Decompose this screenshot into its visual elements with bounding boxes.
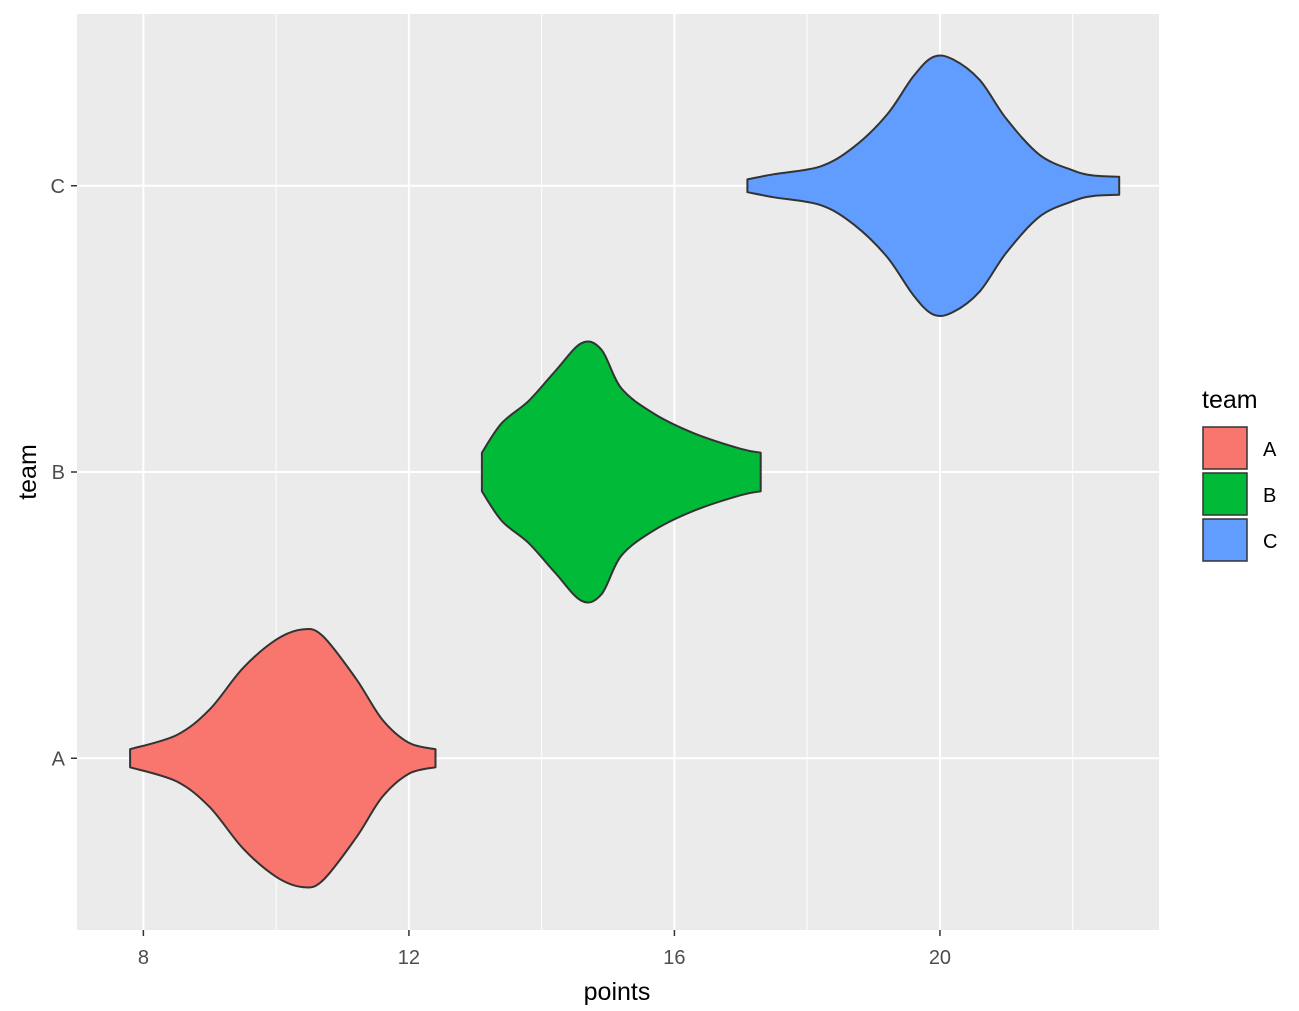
- axes: 8 12 16 20 A B C: [51, 176, 952, 969]
- y-tick-label: C: [51, 176, 65, 198]
- legend-label-c: C: [1263, 531, 1277, 553]
- violins: [129, 54, 1121, 889]
- x-tick-label: 8: [138, 947, 149, 969]
- legend-label-b: B: [1263, 485, 1276, 507]
- violin-b: [480, 340, 762, 604]
- x-axis-title: points: [584, 978, 651, 1006]
- y-tick-label: A: [52, 748, 66, 770]
- y-tick-label: B: [52, 462, 65, 484]
- legend-key-c: [1202, 518, 1248, 562]
- x-tick-label: 12: [398, 947, 420, 969]
- violin-a: [129, 628, 437, 889]
- violin-c: [746, 54, 1121, 318]
- legend-title: team: [1202, 386, 1258, 414]
- y-axis-title: team: [14, 444, 42, 500]
- legend-key-a: [1202, 426, 1248, 470]
- legend-key-b: [1202, 472, 1248, 516]
- x-tick-label: 20: [929, 947, 951, 969]
- x-tick-label: 16: [663, 947, 685, 969]
- legend-label-a: A: [1263, 439, 1277, 461]
- legend: team A B C: [1202, 386, 1277, 562]
